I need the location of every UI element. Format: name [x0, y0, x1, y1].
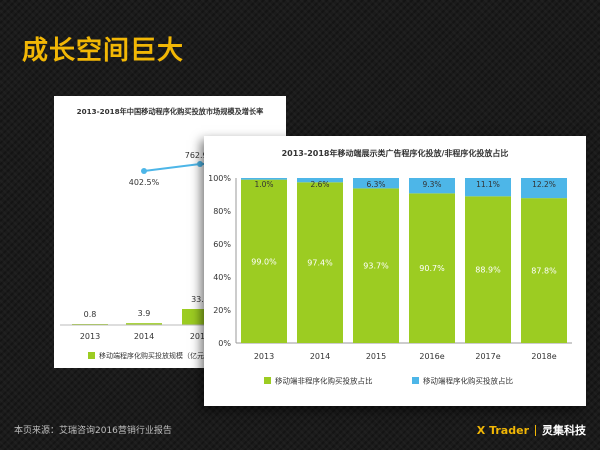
growth-label: 762.9% [185, 151, 216, 160]
legend-label-programmatic: 移动端程序化购买投放占比 [423, 376, 513, 386]
x-tick-label: 2015 [190, 332, 210, 341]
source-note: 本页来源：艾瑞咨询2016营销行业报告 [14, 426, 172, 436]
x-tick-label: 2014 [310, 352, 330, 361]
brand-name-cn: 灵集科技 [542, 424, 586, 437]
y-tick-label: 20% [213, 306, 231, 315]
y-tick-label: 80% [213, 207, 231, 216]
data-label-non-programmatic: 88.9% [475, 266, 501, 275]
bar [126, 323, 162, 325]
y-tick-label: 60% [213, 240, 231, 249]
data-label-programmatic: 2.6% [310, 180, 329, 189]
chart-title: 2013-2018年中国移动程序化购买投放市场规模及增长率 [77, 107, 264, 116]
data-label-non-programmatic: 99.0% [251, 257, 277, 266]
bar-non-programmatic [465, 196, 511, 343]
brand: X Trader 灵集科技 [477, 422, 586, 438]
bar-programmatic [521, 178, 567, 199]
data-label-programmatic: 9.3% [422, 180, 441, 189]
growth-label: 402.5% [129, 178, 160, 187]
share-chart: 2013-2018年移动端展示类广告程序化投放/非程序化投放占比 0% 20% 40%… [208, 148, 572, 386]
bar-non-programmatic [353, 188, 399, 343]
bar-non-programmatic [241, 179, 287, 343]
growth-point [141, 168, 147, 174]
bar-programmatic [409, 178, 455, 194]
bar-non-programmatic [409, 193, 455, 343]
data-label-non-programmatic: 90.7% [419, 264, 445, 273]
chart-title: 2013-2018年移动端展示类广告程序化投放/非程序化投放占比 [282, 148, 509, 158]
slide-title: 成长空间巨大 [22, 36, 185, 66]
data-label-non-programmatic: 93.7% [363, 262, 389, 271]
y-tick-label: 40% [213, 273, 231, 282]
data-label-programmatic: 1.0% [254, 180, 273, 189]
share-chart-card: 2013-2018年移动端展示类广告程序化投放/非程序化投放占比 0% 20% 40%… [204, 136, 586, 406]
legend-swatch-programmatic [412, 377, 419, 384]
bar-non-programmatic [297, 182, 343, 343]
brand-name-en: X Trader [476, 423, 529, 437]
x-tick-label: 2016e [419, 352, 444, 361]
legend-swatch-non-programmatic [264, 377, 271, 384]
data-label: 3.9 [138, 309, 151, 318]
x-tick-label: 2017e [475, 352, 500, 361]
legend-label: 移动端程序化购买投放规模（亿元 [99, 351, 204, 360]
x-tick-label: 2013 [254, 352, 274, 361]
market-size-chart: 2013-2018年中国移动程序化购买投放市场规模及增长率 0.8 2013 3.9 2… [60, 107, 286, 360]
bar-programmatic [297, 178, 343, 183]
bar-programmatic [465, 178, 511, 197]
data-label: 0.8 [84, 310, 97, 319]
brand-divider [535, 424, 536, 436]
x-tick-label: 2013 [80, 332, 100, 341]
x-tick-label: 2014 [134, 332, 154, 341]
data-label: 33.7 [191, 295, 209, 304]
y-tick-label: 100% [208, 174, 231, 183]
data-label-programmatic: 11.1% [476, 180, 500, 189]
growth-point [197, 161, 203, 167]
legend-swatch [88, 352, 95, 359]
bar-programmatic [241, 178, 287, 180]
x-tick-label: 2015 [366, 352, 386, 361]
data-label-programmatic: 6.3% [366, 180, 385, 189]
data-label-non-programmatic: 87.8% [531, 267, 557, 276]
bar-programmatic [353, 178, 399, 189]
data-label-non-programmatic: 97.4% [307, 259, 333, 268]
y-tick-label: 0% [218, 339, 231, 348]
legend-label-non-programmatic: 移动端非程序化购买投放占比 [275, 376, 373, 386]
bar-non-programmatic [521, 198, 567, 343]
x-tick-label: 2018e [531, 352, 556, 361]
data-label-programmatic: 12.2% [532, 180, 556, 189]
